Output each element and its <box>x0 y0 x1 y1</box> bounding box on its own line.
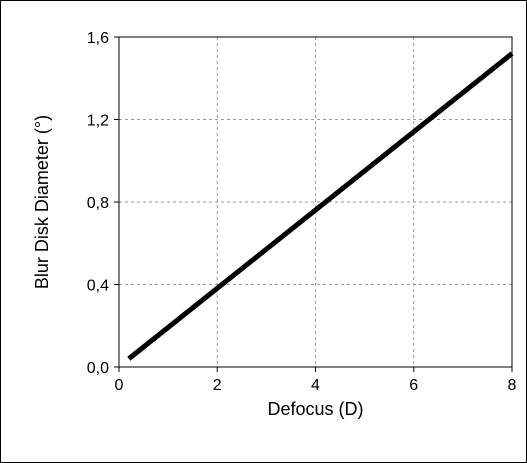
y-tick-label: 0,0 <box>87 360 109 377</box>
y-tick-label: 1,2 <box>87 113 109 130</box>
series-layer <box>127 51 514 361</box>
grid-lines <box>119 37 512 367</box>
y-tick-label: 1,6 <box>87 30 109 47</box>
x-tick-label: 0 <box>115 377 124 394</box>
y-axis-label: Blur Disk Diameter (°) <box>32 115 52 289</box>
series-line <box>127 51 514 361</box>
x-tick-label: 6 <box>409 377 418 394</box>
axis-ticks: 0 2 4 6 8 0,0 0,4 0,8 1,2 1,6 <box>87 30 517 394</box>
y-tick-label: 0,4 <box>87 278 109 295</box>
x-tick-label: 4 <box>311 377 320 394</box>
x-tick-label: 8 <box>508 377 517 394</box>
y-tick-label: 0,8 <box>87 195 109 212</box>
x-tick-label: 2 <box>213 377 222 394</box>
x-axis-label: Defocus (D) <box>267 399 363 419</box>
